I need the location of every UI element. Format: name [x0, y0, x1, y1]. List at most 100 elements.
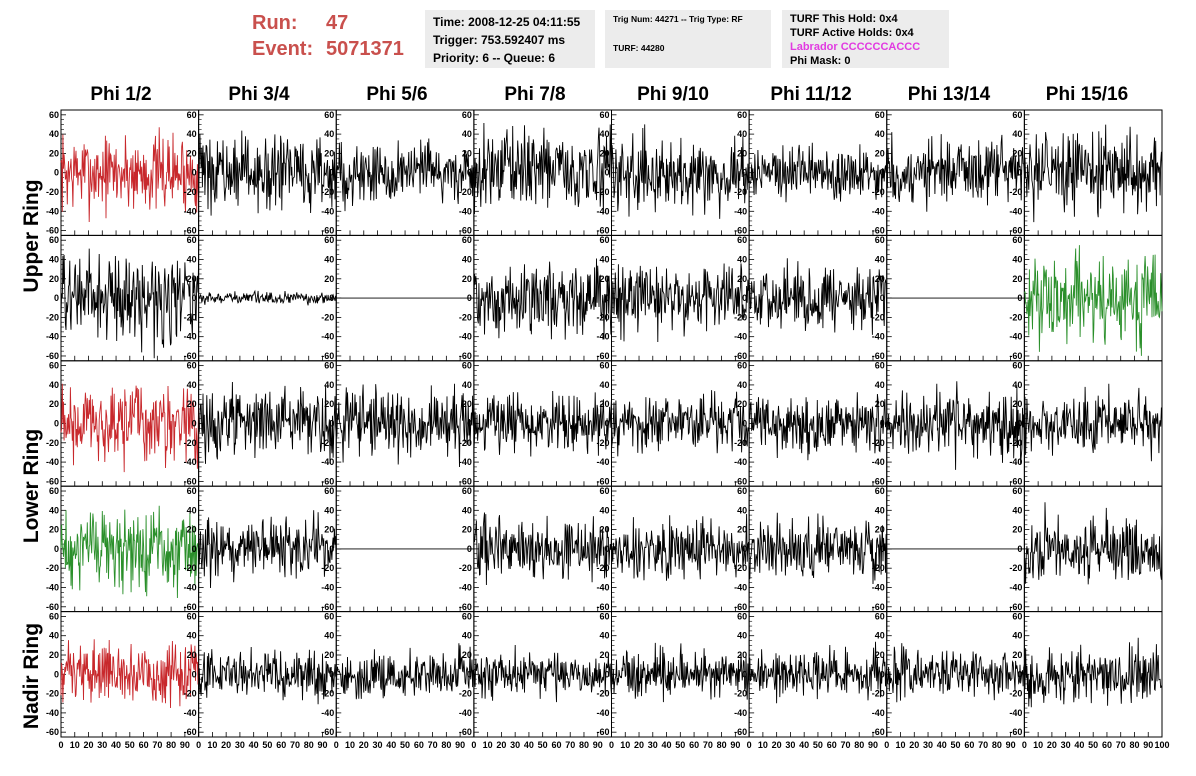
column-header-phi-3-4: Phi 3/4 [228, 84, 290, 105]
y-tick-label: -20 [1009, 187, 1022, 197]
y-tick-label: 40 [462, 505, 472, 515]
x-tick-label: 0 [196, 740, 201, 750]
y-tick-label: -40 [46, 582, 59, 592]
y-tick-label: 0 [54, 293, 59, 303]
y-tick-label: 40 [49, 255, 59, 265]
y-tick-label: -60 [184, 351, 197, 361]
x-tick-label: 60 [139, 740, 149, 750]
y-tick-label: 60 [187, 361, 197, 371]
y-tick-label: 60 [324, 611, 334, 621]
y-tick-label: -60 [596, 351, 609, 361]
y-tick-label: 60 [49, 611, 59, 621]
y-tick-label: -60 [46, 602, 59, 612]
y-tick-label: 20 [324, 274, 334, 284]
y-tick-label: 0 [329, 168, 334, 178]
y-tick-label: -60 [321, 351, 334, 361]
x-tick-label: 30 [785, 740, 795, 750]
waveform-trace [1023, 124, 1163, 223]
waveform-trace [60, 639, 200, 709]
y-tick-label: 40 [187, 631, 197, 641]
y-tick-label: -40 [596, 457, 609, 467]
x-tick-label: 10 [70, 740, 80, 750]
y-tick-label: 0 [329, 544, 334, 554]
y-tick-label: 40 [324, 129, 334, 139]
y-tick-label: 20 [737, 525, 747, 535]
x-tick-label: 20 [84, 740, 94, 750]
y-tick-label: -40 [459, 206, 472, 216]
y-tick-label: -60 [872, 727, 885, 737]
y-tick-label: 40 [324, 380, 334, 390]
x-tick-label: 30 [648, 740, 658, 750]
x-tick-label: 40 [386, 740, 396, 750]
x-tick-label: 40 [799, 740, 809, 750]
y-tick-label: 60 [737, 361, 747, 371]
waveform-trace [748, 641, 888, 704]
y-tick-label: -20 [459, 689, 472, 699]
y-tick-label: -60 [872, 602, 885, 612]
y-tick-label: -40 [596, 332, 609, 342]
y-tick-label: 40 [187, 129, 197, 139]
y-tick-label: 0 [1017, 419, 1022, 429]
y-tick-label: -40 [459, 332, 472, 342]
y-tick-label: -20 [184, 438, 197, 448]
y-tick-label: -20 [734, 187, 747, 197]
x-tick-label: 100 [1154, 740, 1169, 750]
y-tick-label: 60 [875, 235, 885, 245]
y-tick-label: 0 [604, 544, 609, 554]
y-tick-label: 60 [1012, 361, 1022, 371]
y-tick-label: 60 [1012, 235, 1022, 245]
y-tick-label: 0 [54, 419, 59, 429]
y-tick-label: 60 [599, 235, 609, 245]
y-tick-label: -40 [1009, 332, 1022, 342]
y-tick-label: -60 [321, 727, 334, 737]
x-tick-label: 70 [1116, 740, 1126, 750]
y-tick-label: 60 [599, 110, 609, 120]
y-tick-label: -60 [1009, 602, 1022, 612]
y-tick-label: 60 [187, 235, 197, 245]
y-tick-label: -60 [184, 602, 197, 612]
y-tick-label: 0 [880, 669, 885, 679]
y-tick-label: 0 [1017, 293, 1022, 303]
y-tick-label: -60 [734, 727, 747, 737]
x-tick-label: 60 [964, 740, 974, 750]
y-tick-label: -40 [734, 332, 747, 342]
waveform-trace [1023, 383, 1163, 462]
y-tick-label: 60 [1012, 110, 1022, 120]
y-tick-label: 60 [187, 611, 197, 621]
waveform-trace [335, 643, 475, 700]
waveform-trace [611, 263, 750, 343]
y-tick-label: 40 [875, 129, 885, 139]
waveform-trace [198, 646, 337, 705]
y-tick-label: -60 [459, 727, 472, 737]
y-tick-label: -20 [46, 689, 59, 699]
y-tick-label: 60 [49, 486, 59, 496]
y-tick-label: 20 [737, 399, 747, 409]
y-tick-label: -40 [184, 457, 197, 467]
x-tick-label: 90 [730, 740, 740, 750]
x-tick-label: 80 [166, 740, 176, 750]
y-tick-label: 60 [187, 110, 197, 120]
x-tick-label: 40 [937, 740, 947, 750]
x-tick-label: 90 [180, 740, 190, 750]
y-tick-label: -40 [184, 708, 197, 718]
x-tick-label: 80 [992, 740, 1002, 750]
waveform-trace [748, 512, 888, 585]
waveform-trace [335, 383, 475, 468]
column-header-phi-13-14: Phi 13/14 [907, 84, 991, 105]
y-tick-label: -60 [321, 602, 334, 612]
y-tick-label: -20 [459, 563, 472, 573]
waveform-trace [473, 390, 612, 457]
y-tick-label: 0 [742, 168, 747, 178]
y-tick-label: -20 [46, 563, 59, 573]
y-tick-label: 40 [187, 380, 197, 390]
y-tick-label: -20 [46, 187, 59, 197]
x-tick-label: 80 [717, 740, 727, 750]
y-tick-label: 40 [875, 380, 885, 390]
x-tick-label: 60 [276, 740, 286, 750]
waveform-trace [1023, 637, 1163, 708]
y-tick-label: -60 [734, 476, 747, 486]
waveform-trace [335, 138, 475, 212]
y-tick-label: 60 [1012, 611, 1022, 621]
x-tick-label: 60 [551, 740, 561, 750]
y-tick-label: 20 [875, 274, 885, 284]
